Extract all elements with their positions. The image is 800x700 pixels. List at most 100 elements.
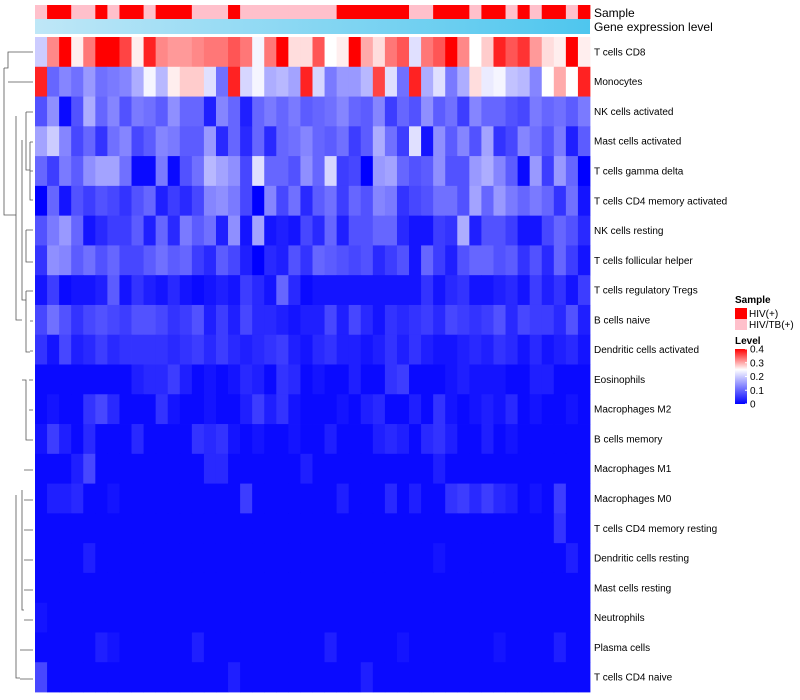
heatmap-cell: [493, 602, 506, 633]
heatmap-cell: [457, 245, 470, 276]
heatmap-cell: [288, 424, 301, 455]
heatmap-cell: [360, 156, 374, 187]
heatmap-cell: [300, 245, 313, 276]
heatmap-cell: [228, 453, 241, 484]
heatmap-cell: [324, 66, 338, 97]
heatmap-cell: [577, 513, 591, 544]
heatmap-cell: [264, 662, 277, 693]
sample-anno-cell: [372, 5, 386, 19]
heatmap-cell: [517, 364, 531, 395]
heatmap-cell: [83, 453, 96, 484]
heatmap-cell: [191, 602, 205, 633]
heatmap-cell: [348, 364, 362, 395]
heatmap-cell: [553, 572, 567, 604]
heatmap-cell: [336, 572, 350, 604]
heatmap-cell: [336, 66, 350, 97]
heatmap-cell: [493, 543, 506, 574]
heatmap-cell: [252, 602, 265, 633]
heatmap-cell: [445, 632, 458, 663]
heatmap-cell: [191, 334, 205, 365]
heatmap-cell: [131, 126, 144, 157]
heatmap-cell: [191, 543, 205, 574]
heatmap-cell: [71, 513, 84, 544]
heatmap-cell: [421, 632, 434, 663]
heatmap-cell: [107, 304, 120, 336]
heatmap-cell: [577, 453, 591, 484]
heatmap-cell: [396, 37, 410, 68]
heatmap-cell: [372, 453, 386, 484]
heatmap-cell: [276, 632, 289, 663]
heatmap-cell: [47, 126, 60, 157]
heatmap-cell: [264, 126, 277, 157]
sample-anno-cell: [469, 5, 482, 19]
heatmap-cell: [83, 483, 96, 514]
heatmap-cell: [191, 37, 205, 68]
heatmap-cell: [228, 275, 241, 306]
heatmap-cell: [529, 185, 543, 217]
heatmap-cell: [553, 513, 567, 544]
heatmap-cell: [167, 424, 181, 455]
heatmap-cell: [541, 453, 555, 484]
heatmap-cell: [529, 424, 543, 455]
heatmap-cell: [384, 304, 398, 336]
heatmap-cell: [445, 602, 458, 633]
heatmap-cell: [336, 662, 350, 693]
heatmap-cell: [71, 572, 84, 604]
heatmap-cell: [191, 156, 205, 187]
heatmap-cell: [228, 304, 241, 336]
heatmap-cell: [59, 662, 72, 693]
heatmap-cell: [384, 364, 398, 395]
heatmap-cell: [35, 185, 48, 217]
heatmap-cell: [481, 483, 494, 514]
heatmap-cell: [433, 632, 446, 663]
heatmap-cell: [493, 96, 506, 127]
heatmap-cell: [396, 215, 410, 246]
heatmap-cell: [167, 632, 181, 663]
heatmap-cell: [191, 215, 205, 246]
heatmap-cell: [59, 543, 72, 574]
row-label: Dendritic cells resting: [594, 554, 689, 565]
heatmap-cell: [541, 275, 555, 306]
heatmap-cell: [541, 37, 555, 68]
heatmap-cell: [155, 364, 169, 395]
heatmap-cell: [409, 632, 422, 663]
heatmap-cell: [517, 96, 531, 127]
heatmap-cell: [240, 602, 253, 633]
heatmap-cell: [529, 304, 543, 336]
level-tick-label: 0.4: [750, 345, 764, 356]
heatmap-cell: [577, 334, 591, 365]
heatmap-cell: [360, 126, 374, 157]
heatmap-cell: [565, 632, 579, 663]
heatmap-cell: [577, 364, 591, 395]
heatmap-cell: [95, 483, 108, 514]
heatmap-cell: [517, 66, 531, 97]
heatmap-cell: [276, 513, 289, 544]
sample-anno-cell: [300, 5, 313, 19]
heatmap-cell: [421, 662, 434, 693]
heatmap-cell: [83, 304, 96, 336]
heatmap-cell: [119, 364, 132, 395]
heatmap-cell: [541, 304, 555, 336]
heatmap-cell: [131, 185, 144, 217]
heatmap-cell: [529, 334, 543, 365]
heatmap-cell: [47, 275, 60, 306]
heatmap-cell: [360, 543, 374, 574]
heatmap-cell: [179, 156, 193, 187]
heatmap-cell: [155, 96, 169, 127]
heatmap-cell: [324, 334, 338, 365]
heatmap-cell: [35, 632, 48, 663]
heatmap-cell: [541, 662, 555, 693]
heatmap-cell: [469, 543, 482, 574]
heatmap-cell: [493, 304, 506, 336]
heatmap-cell: [47, 424, 60, 455]
heatmap-cell: [276, 304, 289, 336]
heatmap-cell: [228, 662, 241, 693]
heatmap-cell: [264, 483, 277, 514]
heatmap-cell: [35, 245, 48, 276]
heatmap-cell: [517, 215, 531, 246]
heatmap-cell: [83, 185, 96, 217]
heatmap-cell: [167, 126, 181, 157]
heatmap-cell: [252, 572, 265, 604]
heatmap-cell: [191, 185, 205, 217]
